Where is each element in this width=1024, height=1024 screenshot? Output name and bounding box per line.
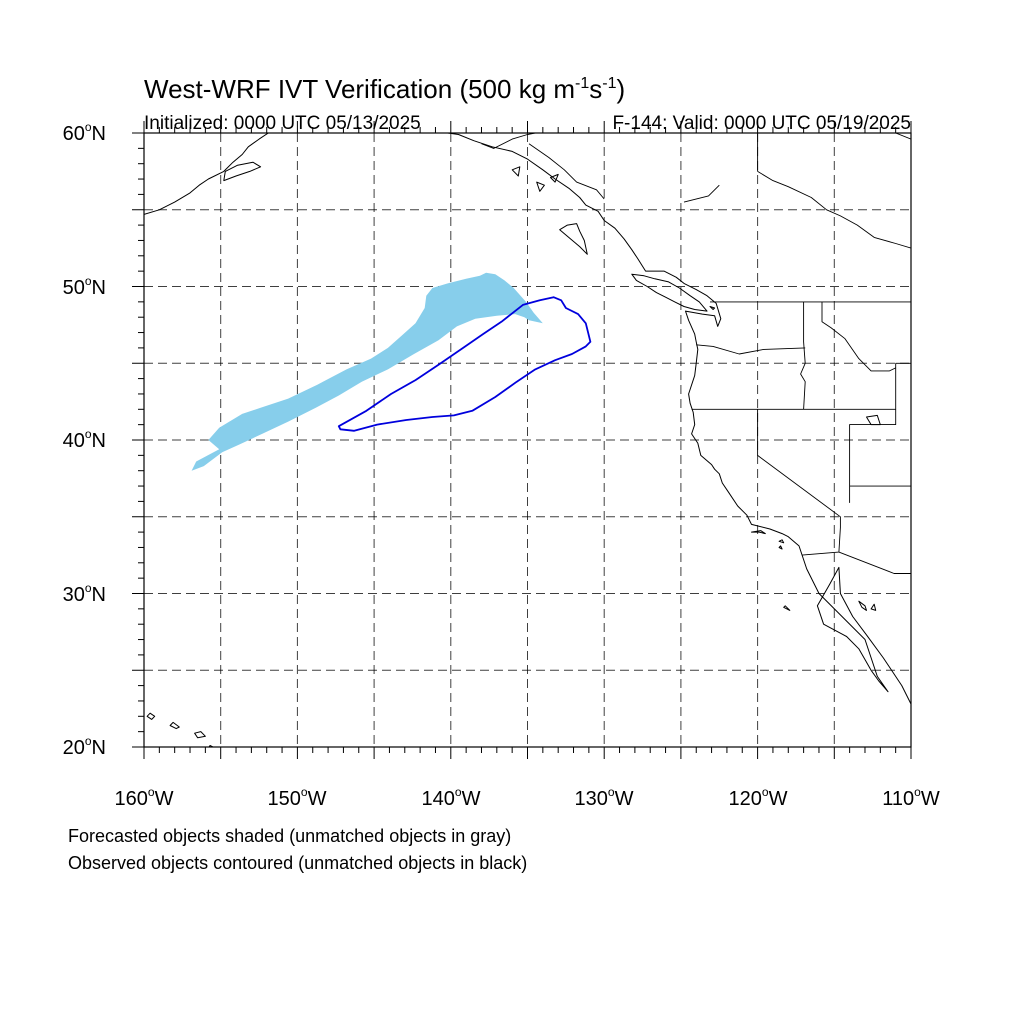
coastlines-and-borders bbox=[144, 133, 911, 747]
coastline-hawaii-island bbox=[146, 712, 156, 720]
political-border bbox=[821, 301, 896, 372]
coastline-kodiak bbox=[223, 161, 262, 182]
coastline-vancouver-island bbox=[631, 273, 708, 312]
map-title: West-WRF IVT Verification (500 kg m-1s-1… bbox=[144, 74, 625, 104]
lat-label-40n: 40oN bbox=[63, 427, 106, 452]
political-border bbox=[528, 143, 605, 200]
coastline-haida-gwaii bbox=[559, 223, 588, 255]
lon-label-130w: 130oW bbox=[575, 785, 634, 810]
latitude-labels: 60oN 50oN 40oN 30oN 20oN bbox=[63, 120, 106, 759]
coastline-hawaii-island bbox=[194, 731, 206, 739]
longitude-labels: 160oW 150oW 140oW 130oW 120oW 110oW bbox=[115, 785, 940, 810]
coastline-small-island bbox=[511, 166, 521, 177]
coastline-small-island bbox=[870, 603, 877, 611]
coastline-small-island bbox=[783, 605, 791, 611]
forecast-note: Forecasted objects shaded (unmatched obj… bbox=[68, 826, 512, 846]
lon-label-140w: 140oW bbox=[422, 785, 481, 810]
coastline-small-island bbox=[778, 539, 785, 544]
political-border bbox=[895, 133, 911, 140]
political-border bbox=[481, 133, 536, 149]
coastline-north-america bbox=[447, 133, 911, 705]
coastline-small-island bbox=[858, 600, 867, 611]
observed-object-contour bbox=[337, 296, 592, 432]
observed-note: Observed objects contoured (unmatched ob… bbox=[68, 853, 528, 873]
political-border bbox=[800, 301, 806, 410]
lon-label-160w: 160oW bbox=[115, 785, 174, 810]
lat-label-30n: 30oN bbox=[63, 581, 106, 606]
political-border bbox=[838, 551, 911, 574]
coastline-small-island bbox=[866, 414, 881, 426]
political-border bbox=[757, 171, 911, 249]
axis-ticks bbox=[132, 121, 912, 759]
coastline-small-island bbox=[778, 545, 783, 550]
lon-label-110w: 110oW bbox=[882, 785, 940, 810]
coastline-alaska bbox=[144, 133, 269, 215]
lon-label-150w: 150oW bbox=[268, 785, 327, 810]
lat-label-20n: 20oN bbox=[63, 734, 106, 759]
init-time-label: Initialized: 0000 UTC 05/13/2025 bbox=[144, 113, 421, 134]
coastline-hawaii-island bbox=[169, 721, 180, 730]
forecast-object-shaded bbox=[191, 272, 549, 471]
political-border bbox=[696, 344, 806, 355]
coastline-small-island bbox=[536, 181, 545, 192]
lat-lon-grid bbox=[144, 133, 911, 747]
political-border bbox=[757, 409, 841, 556]
coastline-small-island bbox=[751, 530, 766, 535]
political-border bbox=[683, 184, 720, 203]
coastline-small-island bbox=[709, 306, 716, 310]
lat-label-50n: 50oN bbox=[63, 274, 106, 299]
lon-label-120w: 120oW bbox=[729, 785, 788, 810]
valid-time-label: F-144: Valid: 0000 UTC 05/19/2025 bbox=[612, 113, 911, 134]
political-border bbox=[849, 363, 897, 503]
lat-label-60n: 60oN bbox=[63, 120, 106, 145]
coastline-small-island bbox=[550, 173, 559, 183]
